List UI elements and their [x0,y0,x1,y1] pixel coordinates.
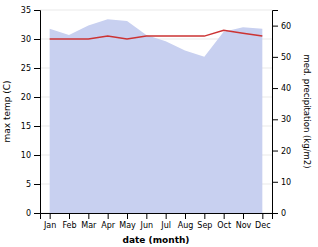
tick-label: 0 [26,209,31,218]
tick-label: 25 [21,64,31,73]
tick: 25 [21,64,40,73]
tick-label: Apr [101,221,116,230]
tick-label: 50 [281,53,291,62]
tick-mark [34,39,40,40]
x-axis-title: date (month) [123,235,190,245]
tick-mark [34,97,40,98]
tick-mark [34,155,40,156]
axis-line [41,214,273,220]
tick: May [119,213,136,230]
tick-label: 20 [281,147,291,156]
tick: 50 [272,53,291,62]
y2-axis: 0 10 20 30 40 50 60 [272,11,291,219]
tick: Dec [255,213,270,230]
axis-line [34,11,41,214]
tick-mark [34,126,40,127]
tick: 0 [26,209,40,218]
tick-mark [127,213,128,219]
tick-label: Jan [43,221,56,230]
tick-label: 60 [281,22,291,31]
tick-mark [272,213,278,214]
plot: Jan Feb Mar AprMay Jun Jul AugSep Oct NovDec 0 5 10… [2,6,312,245]
tick-mark [166,213,167,219]
tick: 15 [21,122,40,131]
tick-mark [272,26,278,27]
tick-label: Mar [81,221,97,230]
tick: Apr [101,213,116,230]
area [50,19,263,213]
tick-label: 0 [281,209,286,218]
tick-label: 40 [281,84,291,93]
tick: 35 [21,6,40,15]
chart: Jan Feb Mar AprMay Jun Jul AugSep Oct NovDec 0 5 10… [0,0,318,247]
tick-mark [34,10,40,11]
tick-mark [272,151,278,152]
tick: 10 [272,178,291,187]
tick-mark [146,213,147,219]
tick-mark [69,213,70,219]
tick: 30 [272,115,291,124]
tick-mark [50,213,51,219]
x-axis: Jan Feb Mar AprMay Jun Jul AugSep Oct NovDec [41,213,273,230]
tick-label: 15 [21,122,31,131]
tick-label: Jul [160,221,171,230]
tick-label: Aug [178,221,194,230]
tick-mark [88,213,89,219]
chart-container: Jan Feb Mar AprMay Jun Jul AugSep Oct NovDec 0 5 10… [0,0,318,247]
y2-axis-title: med. precipitation (kg/m2) [302,54,312,168]
tick-label: 30 [21,35,31,44]
tick-mark [34,213,40,214]
tick-label: Feb [62,221,76,230]
tick-label: 20 [21,93,31,102]
tick: 10 [21,151,40,160]
tick-label: Nov [236,221,252,230]
tick-mark [272,119,278,120]
tick-label: 10 [281,178,291,187]
tick-label: Oct [217,221,231,230]
marks [50,19,263,213]
tick-mark [262,213,263,219]
tick: Mar [81,213,97,230]
grid-line [40,10,272,11]
tick-mark [272,88,278,89]
tick-mark [224,213,225,219]
tick-label: Dec [255,221,270,230]
tick-mark [243,213,244,219]
tick: 30 [21,35,40,44]
tick: Sep [197,213,212,230]
tick-mark [272,182,278,183]
y-axis: 0 5 10 15 20 25 30 35 [21,6,41,218]
tick-label: 10 [21,151,31,160]
tick: 60 [272,22,291,31]
tick-mark [185,213,186,219]
y-axis-title: max temp (C) [2,80,12,142]
tick: Jul [160,213,171,230]
tick-label: 5 [26,180,31,189]
tick: Oct [217,213,231,230]
tick-mark [34,68,40,69]
tick-label: 30 [281,115,291,124]
tick-label: Sep [197,221,212,230]
tick: Feb [62,213,76,230]
tick-label: 35 [21,6,31,15]
tick-mark [34,184,40,185]
tick: Jun [140,213,154,230]
tick-label: Jun [140,221,154,230]
grid [40,10,272,213]
tick-mark [108,213,109,219]
tick: Aug [178,213,194,230]
tick: 0 [272,209,286,218]
tick-mark [204,213,205,219]
tick-label: May [119,221,136,230]
tick: 20 [272,147,291,156]
tick-mark [272,57,278,58]
tick: 20 [21,93,40,102]
line [50,30,263,39]
tick: Nov [236,213,252,230]
tick: Jan [43,213,56,230]
tick: 40 [272,84,291,93]
axis-line [273,11,279,214]
tick: 5 [26,180,40,189]
